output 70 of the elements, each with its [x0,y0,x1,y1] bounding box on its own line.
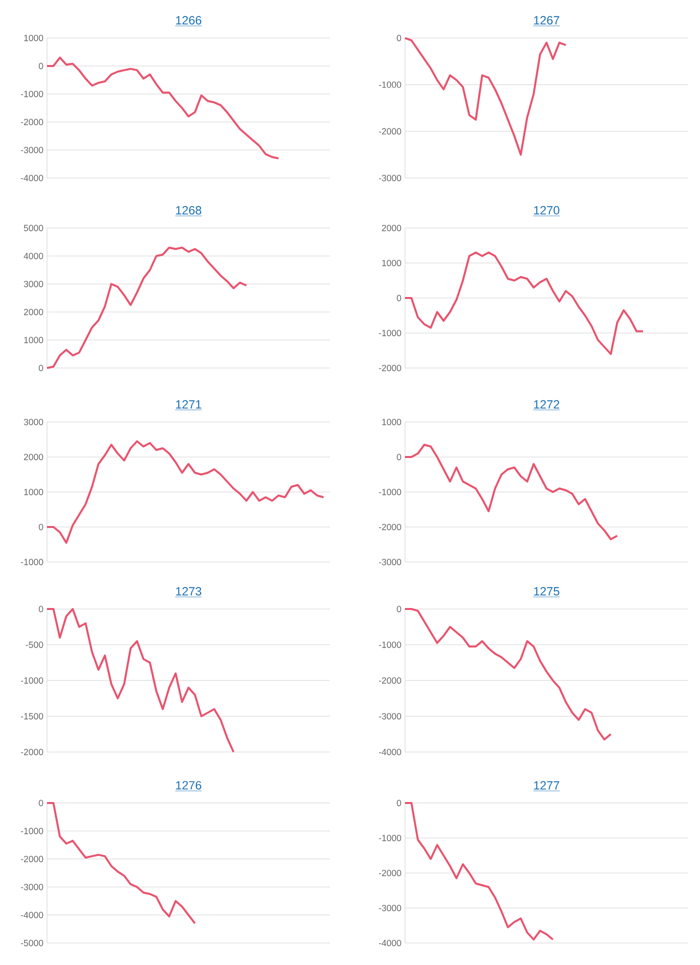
y-tick-label: -2000 [378,524,402,530]
line-series [46,802,196,924]
y-tick-label: -1000 [20,558,44,566]
y-tick-label: -2000 [378,128,402,135]
y-tick-label: -4000 [20,174,44,182]
y-tick-label: -1000 [378,82,402,88]
chart-title: 1275 [534,587,560,596]
y-tick-label: -1500 [20,713,44,720]
y-tick-label: -1000 [378,834,402,842]
y-tick-label: 0 [396,454,402,460]
y-tick-label: -3000 [20,884,44,890]
y-tick-label: -2000 [20,856,44,862]
y-tick-label: -5000 [20,940,44,946]
y-tick-label: 0 [38,62,44,70]
chart-title: 1273 [176,587,202,596]
y-tick-label: 0 [396,294,402,302]
y-tick-label: 0 [396,34,402,42]
chart-title: 1270 [534,206,560,215]
y-tick-label: 0 [38,364,44,372]
y-tick-label: -500 [26,642,44,648]
y-tick-label: 1000 [24,336,44,344]
y-tick-label: 4000 [24,252,44,260]
line-series [46,56,280,160]
y-tick-label: -2000 [20,748,44,756]
y-tick-label: 1000 [382,260,402,266]
y-tick-label: 2000 [382,224,402,232]
y-tick-label: 1000 [382,418,402,426]
y-tick-label: -3000 [378,174,402,182]
line-series [404,608,612,740]
y-tick-label: 5000 [24,224,44,232]
line-series [404,37,567,156]
chart-title: 1271 [176,400,202,409]
y-tick-label: 1000 [24,488,44,496]
y-tick-label: -2000 [378,677,402,684]
y-tick-label: -1000 [20,828,44,834]
y-tick-label: 0 [38,606,44,612]
y-tick-label: 0 [396,606,402,612]
chart-title: 1266 [176,16,202,25]
y-tick-label: -4000 [378,748,402,756]
y-tick-label: 1000 [24,34,44,42]
y-tick-label: 2000 [24,308,44,316]
chart-title: 1277 [534,781,560,790]
y-tick-label: -3000 [378,713,402,720]
y-tick-label: 3000 [24,280,44,288]
y-tick-label: -1000 [378,488,402,496]
y-tick-label: -4000 [378,940,402,946]
y-tick-label: -1000 [378,330,402,336]
chart-title: 1272 [534,400,560,409]
y-tick-label: 0 [38,800,44,806]
line-series [404,252,644,356]
y-tick-label: -2000 [20,118,44,126]
y-tick-label: -4000 [20,912,44,918]
y-tick-label: -2000 [378,870,402,876]
y-tick-label: -1000 [20,90,44,98]
y-tick-label: 2000 [24,454,44,460]
y-tick-label: 0 [396,800,402,806]
y-tick-label: -1000 [20,677,44,684]
line-series [46,440,325,544]
y-tick-label: -3000 [378,558,402,566]
chart-title: 1268 [176,206,202,215]
y-tick-label: 3000 [24,418,44,426]
y-tick-label: -2000 [378,364,402,372]
y-tick-label: 0 [38,524,44,530]
y-tick-label: -3000 [378,904,402,912]
chart-title: 1267 [534,16,560,25]
line-series [46,246,248,370]
chart-title: 1276 [176,781,202,790]
line-series [404,802,554,941]
y-tick-label: -3000 [20,146,44,154]
y-tick-label: -1000 [378,642,402,648]
